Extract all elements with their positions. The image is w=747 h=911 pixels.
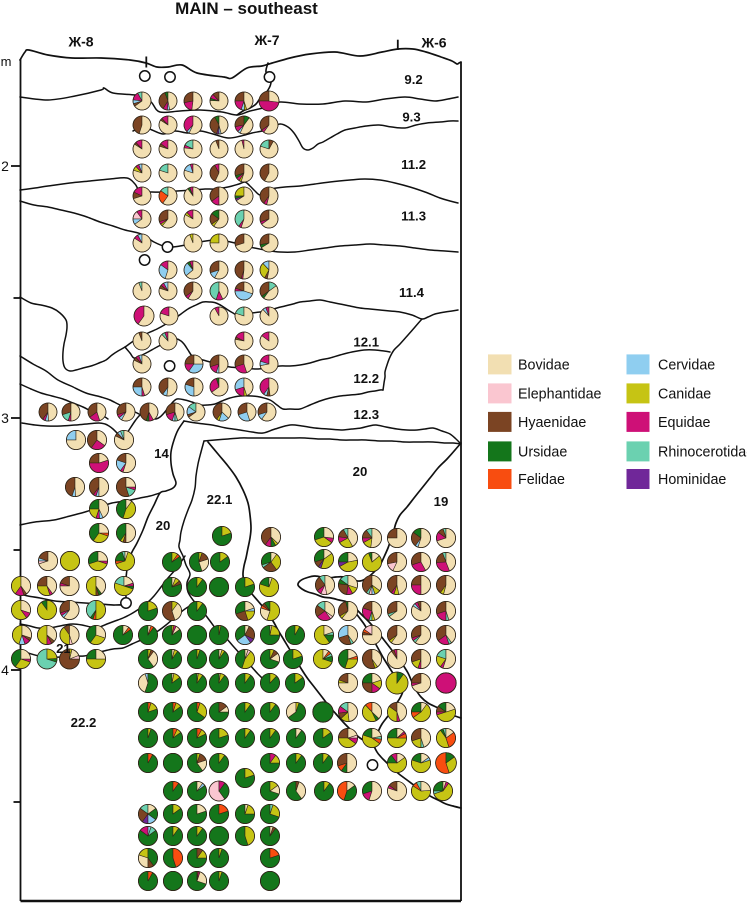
svg-text:11.3: 11.3 — [401, 209, 426, 224]
svg-text:11.2: 11.2 — [401, 157, 426, 172]
svg-text:21: 21 — [56, 641, 71, 656]
svg-text:Felidae: Felidae — [518, 472, 565, 488]
svg-text:2: 2 — [1, 158, 9, 174]
svg-text:Cervidae: Cervidae — [658, 357, 715, 373]
svg-text:m: m — [1, 54, 12, 69]
svg-text:20: 20 — [156, 518, 171, 533]
svg-text:Rhinocerotidae: Rhinocerotidae — [658, 444, 747, 460]
svg-text:Hyaenidae: Hyaenidae — [518, 415, 586, 431]
svg-text:4: 4 — [1, 662, 9, 678]
svg-text:Ursidae: Ursidae — [518, 444, 567, 460]
svg-text:Ж-6: Ж-6 — [420, 35, 446, 51]
svg-text:Ж-7: Ж-7 — [253, 32, 279, 48]
svg-text:Ж-8: Ж-8 — [67, 34, 93, 50]
svg-text:Canidae: Canidae — [658, 386, 711, 402]
svg-text:3: 3 — [1, 410, 9, 426]
svg-text:Hominidae: Hominidae — [658, 472, 726, 488]
svg-text:19: 19 — [434, 494, 449, 509]
svg-text:20: 20 — [353, 464, 368, 479]
svg-text:Bovidae: Bovidae — [518, 357, 570, 373]
svg-text:12.3: 12.3 — [353, 407, 379, 422]
svg-text:9.2: 9.2 — [404, 72, 422, 87]
svg-text:22.1: 22.1 — [207, 492, 233, 507]
svg-text:12.1: 12.1 — [353, 335, 379, 350]
svg-text:14: 14 — [154, 446, 169, 461]
svg-text:12.2: 12.2 — [353, 371, 379, 386]
svg-text:Elephantidae: Elephantidae — [518, 386, 602, 402]
svg-text:9.3: 9.3 — [402, 110, 420, 125]
svg-text:11.4: 11.4 — [399, 285, 425, 300]
svg-text:Equidae: Equidae — [658, 415, 711, 431]
svg-text:MAIN – southeast: MAIN – southeast — [175, 0, 318, 18]
svg-text:22.2: 22.2 — [71, 715, 97, 730]
